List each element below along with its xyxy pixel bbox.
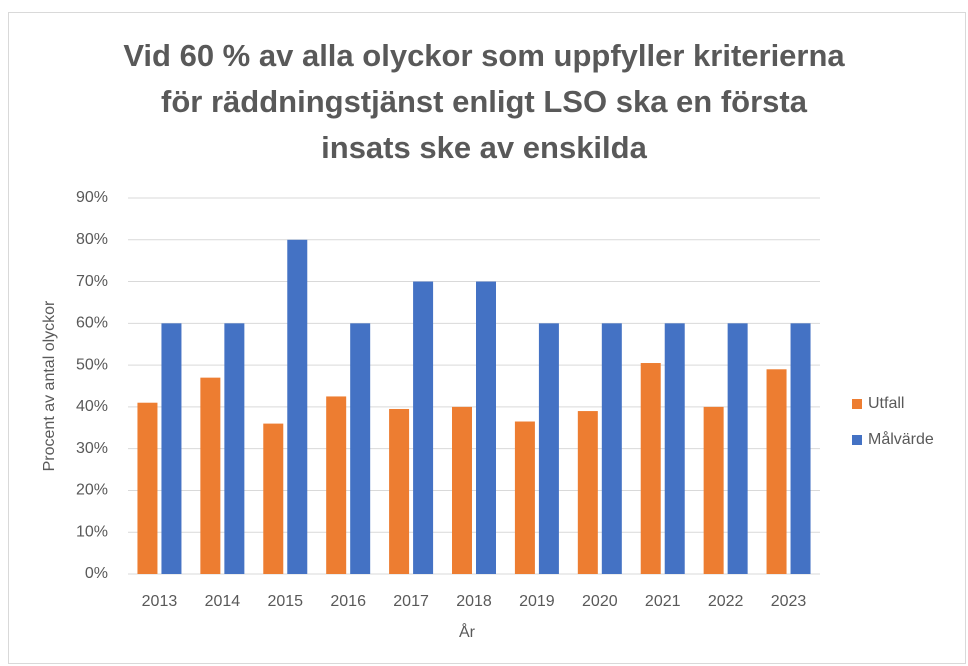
bar — [476, 281, 496, 574]
bar — [601, 323, 622, 574]
y-axis-title: Procent av antal olyckor — [41, 300, 58, 471]
bar — [224, 323, 245, 574]
x-tick-label: 2014 — [205, 593, 241, 610]
y-tick-label: 50% — [76, 356, 108, 373]
y-tick-label: 10% — [76, 523, 108, 540]
bar — [703, 406, 724, 574]
x-tick-label: 2018 — [456, 593, 492, 610]
y-tick-label: 20% — [76, 482, 108, 499]
x-axis-title: År — [459, 622, 476, 641]
bar — [577, 411, 598, 574]
bar — [200, 377, 221, 574]
x-tick-label: 2013 — [142, 593, 178, 610]
x-tick-label: 2021 — [645, 593, 681, 610]
bar — [137, 402, 158, 574]
bar — [514, 421, 535, 574]
bar — [389, 408, 410, 574]
x-tick-label: 2016 — [330, 593, 366, 610]
legend-swatch — [852, 435, 862, 445]
bar — [161, 323, 182, 574]
chart-title: insats ske av enskilda — [321, 130, 647, 165]
chart-title: Vid 60 % av alla olyckor som uppfyller k… — [123, 38, 845, 73]
bar — [727, 323, 748, 574]
chart-title: för räddningstjänst enligt LSO ska en fö… — [161, 84, 808, 119]
bar — [350, 323, 371, 574]
bar — [413, 281, 434, 574]
y-tick-label: 0% — [85, 565, 108, 582]
y-tick-label: 70% — [76, 273, 108, 290]
y-tick-label: 40% — [76, 398, 108, 415]
y-tick-label: 60% — [76, 315, 108, 332]
legend-label: Utfall — [868, 395, 904, 412]
x-tick-label: 2022 — [708, 593, 744, 610]
y-tick-label: 90% — [76, 189, 108, 206]
legend-label: Målvärde — [868, 430, 934, 448]
x-tick-label: 2017 — [393, 593, 429, 610]
legend-swatch — [852, 399, 862, 409]
x-tick-label: 2019 — [519, 593, 555, 610]
bar — [263, 423, 284, 574]
bar — [326, 396, 347, 574]
bar — [640, 363, 661, 574]
x-tick-label: 2015 — [267, 593, 303, 610]
bar — [790, 323, 811, 574]
bar — [664, 323, 685, 574]
bar — [452, 406, 472, 574]
bar — [766, 369, 787, 574]
x-tick-label: 2020 — [582, 593, 618, 610]
bar — [287, 239, 308, 574]
x-tick-label: 2023 — [771, 593, 807, 610]
y-tick-label: 80% — [76, 231, 108, 248]
bar — [538, 323, 559, 574]
y-tick-label: 30% — [76, 440, 108, 457]
